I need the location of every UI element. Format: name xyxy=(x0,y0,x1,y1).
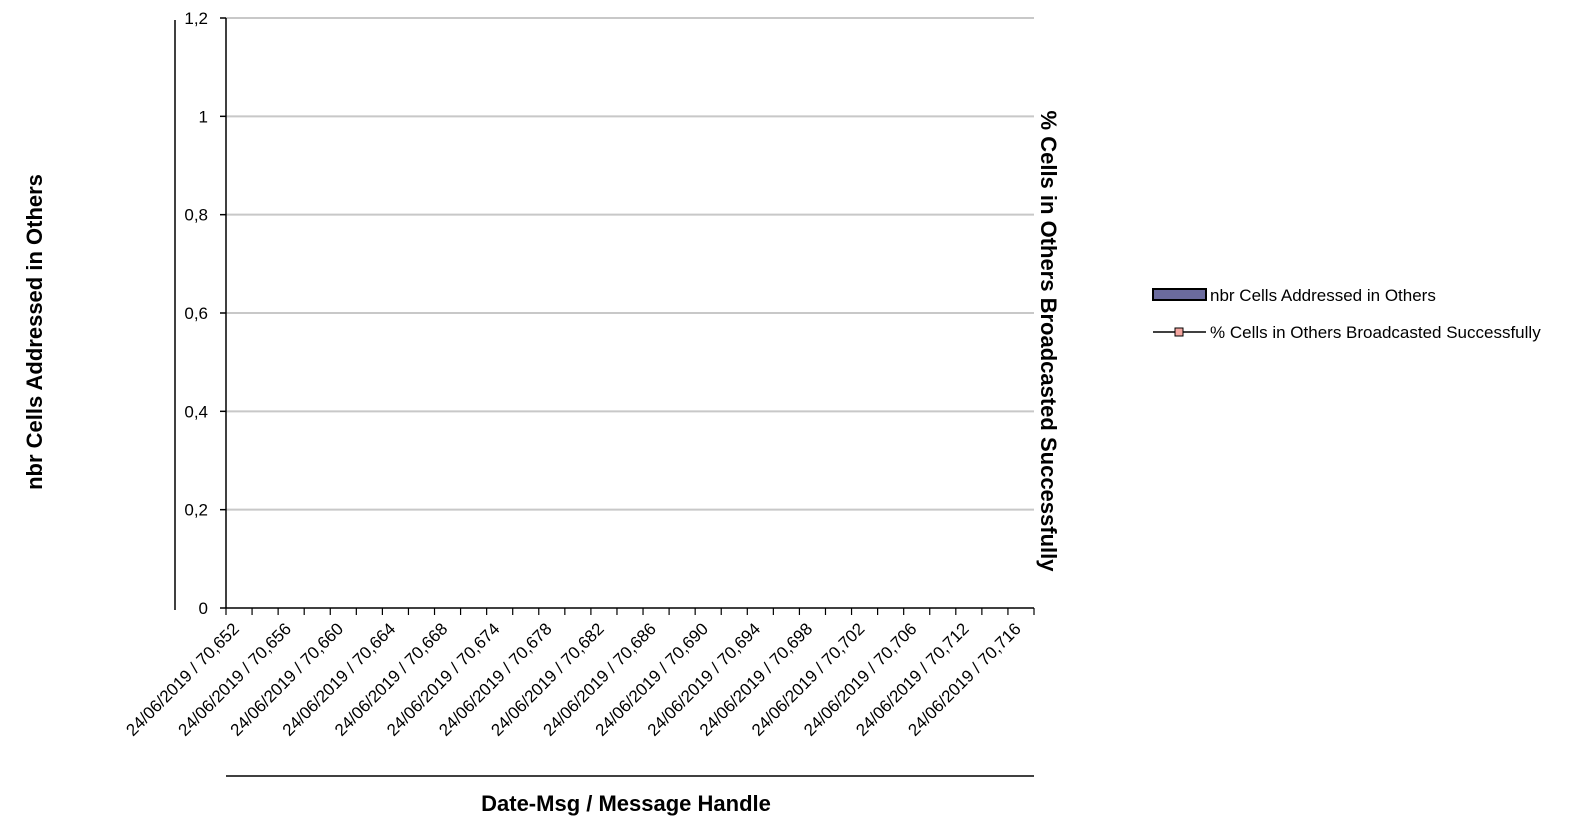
y-tick-label: 0,4 xyxy=(184,402,208,421)
legend-swatch-bar xyxy=(1152,288,1207,301)
y-tick-label: 1,2 xyxy=(184,9,208,28)
y-axis-title: nbr Cells Addressed in Others xyxy=(22,174,47,490)
y-tick-label: 0,6 xyxy=(184,304,208,323)
y-tick-label: 0 xyxy=(199,599,208,618)
legend-label-bar-series: nbr Cells Addressed in Others xyxy=(1210,286,1436,305)
y-tick-labels: 0 0,2 0,4 0,6 0,8 1 1,2 xyxy=(184,9,226,618)
legend: nbr Cells Addressed in Others % Cells in… xyxy=(1152,286,1541,342)
x-tick-marks xyxy=(225,608,1035,615)
grid-lines xyxy=(226,17,1034,511)
legend-marker-icon xyxy=(1174,327,1184,337)
y-tick-label: 0,8 xyxy=(184,206,208,225)
y2-axis-title: % Cells in Others Broadcasted Successful… xyxy=(1036,111,1061,573)
y-tick-label: 0,2 xyxy=(184,501,208,520)
legend-label-line-series: % Cells in Others Broadcasted Successful… xyxy=(1210,323,1541,342)
y-tick-label: 1 xyxy=(199,107,208,126)
x-axis-title: Date-Msg / Message Handle xyxy=(481,791,771,816)
